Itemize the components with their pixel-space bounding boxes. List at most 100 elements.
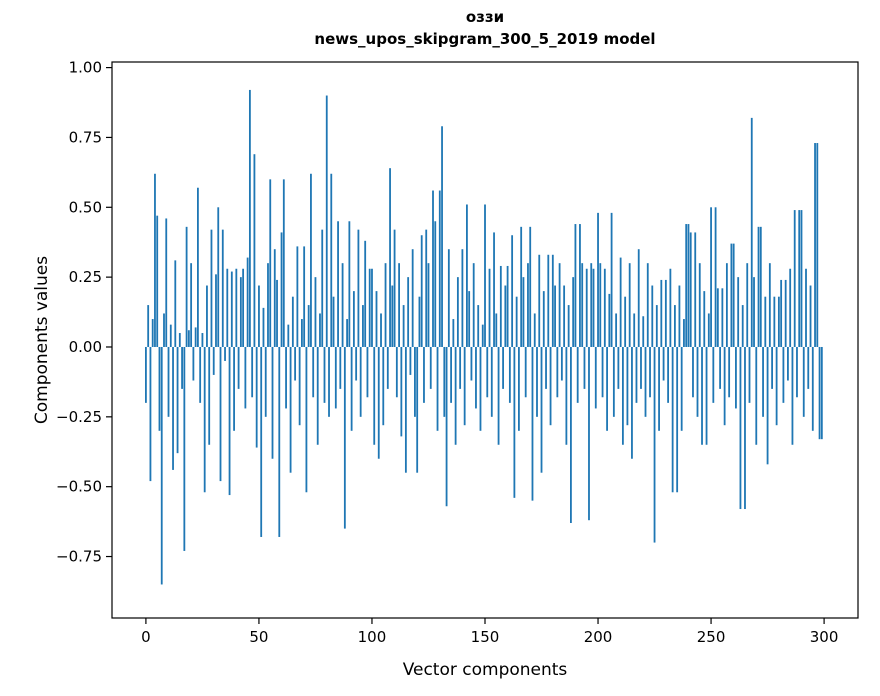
bar [646, 263, 649, 347]
bar [221, 229, 224, 347]
bar [393, 229, 396, 347]
bar [224, 346, 226, 361]
bar [267, 263, 269, 347]
bar [475, 346, 477, 409]
bar [176, 346, 179, 454]
bar [748, 346, 751, 403]
bar [404, 346, 407, 473]
bar [624, 296, 627, 347]
bar [183, 346, 186, 551]
bar [635, 346, 638, 403]
bar [380, 313, 382, 347]
bar [518, 346, 520, 431]
bar [502, 346, 504, 389]
bar [285, 346, 287, 409]
bar [316, 346, 319, 445]
bar [156, 215, 159, 347]
bar [554, 285, 556, 347]
bar [581, 263, 584, 347]
bar [409, 346, 412, 375]
x-tick-label: 200 [584, 628, 613, 646]
bar [432, 190, 434, 347]
bar [441, 126, 443, 347]
bar [373, 346, 376, 445]
bar [637, 249, 640, 347]
bar [226, 268, 229, 347]
bar [312, 346, 315, 398]
bar [802, 346, 805, 417]
bar [280, 232, 283, 347]
bar [359, 346, 362, 417]
bar [217, 207, 220, 347]
bar [649, 346, 651, 398]
bar [597, 212, 599, 347]
bar [477, 305, 480, 347]
bar [239, 277, 242, 347]
bar [701, 346, 703, 445]
bar [678, 285, 681, 347]
bar [594, 346, 597, 409]
bar [346, 319, 349, 347]
bar [793, 210, 796, 347]
bar [762, 346, 764, 417]
bar [531, 346, 534, 501]
bar [201, 333, 204, 347]
bar [590, 263, 593, 347]
bar [642, 316, 645, 347]
bar [563, 285, 566, 347]
y-tick-label: 0.50 [69, 198, 102, 216]
bar [258, 285, 260, 347]
bar [334, 346, 337, 409]
bar [391, 285, 394, 347]
x-tick-label: 300 [810, 628, 839, 646]
bar [504, 285, 507, 347]
bar [798, 210, 801, 347]
bar [644, 346, 647, 417]
bar [454, 346, 457, 445]
bar [533, 313, 536, 347]
bar [608, 293, 611, 347]
bar [495, 313, 498, 347]
bar [174, 260, 177, 347]
bar [459, 346, 462, 389]
bar [524, 346, 527, 398]
bar [427, 263, 430, 347]
bar [617, 346, 620, 389]
bar [282, 179, 285, 347]
bar [676, 346, 679, 493]
bar [481, 324, 484, 347]
bar [305, 346, 308, 493]
bar [714, 207, 717, 347]
bar [579, 224, 581, 347]
bar [746, 263, 749, 347]
bar [497, 346, 500, 445]
bar [364, 240, 367, 347]
bar [382, 346, 385, 426]
bar [739, 346, 742, 510]
bar [588, 346, 590, 521]
bar [816, 143, 819, 347]
bar [420, 235, 423, 347]
bar [445, 346, 448, 507]
bar [583, 346, 586, 389]
bar [545, 346, 547, 389]
bar [508, 346, 511, 403]
bar [560, 346, 563, 381]
bar [228, 346, 231, 496]
bar [766, 346, 769, 465]
bar [163, 313, 165, 347]
bar [210, 229, 213, 347]
bar [621, 346, 624, 445]
bar [271, 346, 274, 459]
bar [248, 89, 251, 347]
bar [319, 313, 321, 347]
bar [789, 268, 792, 347]
bar [242, 268, 245, 347]
bar [145, 346, 147, 403]
bar [447, 249, 450, 347]
bar [773, 296, 776, 347]
bar [450, 346, 452, 403]
bar [585, 268, 588, 347]
bar [680, 346, 683, 431]
